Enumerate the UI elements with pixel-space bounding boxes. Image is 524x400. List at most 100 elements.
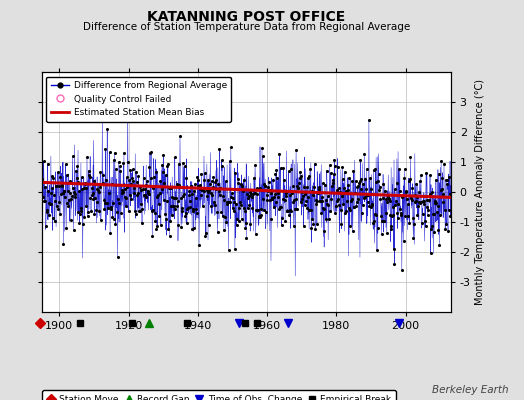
Point <box>92 181 100 188</box>
Point <box>253 185 261 191</box>
Point <box>188 191 196 198</box>
Point <box>443 177 451 183</box>
Point <box>220 197 228 203</box>
Point <box>217 209 225 216</box>
Point <box>244 195 253 202</box>
Point <box>286 206 294 213</box>
Point <box>272 167 281 174</box>
Point <box>433 208 441 215</box>
Point <box>82 184 91 191</box>
Point <box>213 228 222 235</box>
Point <box>254 207 262 213</box>
Point <box>285 168 293 174</box>
Point <box>46 201 54 207</box>
Point <box>137 201 146 207</box>
Point <box>198 187 206 193</box>
Point <box>413 212 422 219</box>
Text: KATANNING POST OFFICE: KATANNING POST OFFICE <box>147 10 345 24</box>
Point <box>261 183 269 189</box>
Point <box>234 180 243 186</box>
Point <box>432 200 441 207</box>
Point <box>231 246 239 252</box>
Point <box>352 178 360 184</box>
Point <box>439 191 447 197</box>
Point <box>68 193 76 199</box>
Point <box>316 198 324 205</box>
Point <box>239 176 248 183</box>
Point <box>77 205 85 212</box>
Point <box>49 215 57 222</box>
Point <box>128 175 136 182</box>
Point <box>288 183 297 189</box>
Point <box>263 196 271 203</box>
Point <box>150 210 159 216</box>
Point <box>254 213 263 219</box>
Point <box>410 221 418 227</box>
Point <box>99 179 107 186</box>
Point <box>141 182 150 188</box>
Point <box>250 175 258 181</box>
Point <box>45 212 53 218</box>
Point <box>344 182 352 189</box>
Point <box>320 228 329 234</box>
Point <box>223 200 231 207</box>
Point <box>124 207 133 214</box>
Point <box>183 220 191 226</box>
Point <box>353 183 362 190</box>
Point <box>48 185 57 192</box>
Point <box>374 178 383 184</box>
Point <box>292 146 300 153</box>
Point <box>70 227 78 234</box>
Point <box>195 182 204 188</box>
Point <box>324 202 333 208</box>
Point <box>185 198 194 204</box>
Point <box>146 150 154 156</box>
Point <box>239 188 247 194</box>
Point <box>403 201 412 208</box>
Point <box>212 177 220 183</box>
Point <box>222 219 231 226</box>
Point <box>229 195 237 201</box>
Point <box>116 163 124 169</box>
Point <box>298 196 307 202</box>
Point <box>118 190 126 196</box>
Point <box>116 168 125 175</box>
Point <box>333 198 341 204</box>
Point <box>272 199 280 205</box>
Point <box>301 202 309 208</box>
Point <box>287 208 296 214</box>
Point <box>423 196 431 203</box>
Point <box>62 172 71 178</box>
Point <box>391 202 400 209</box>
Point <box>182 175 191 181</box>
Point <box>67 196 75 203</box>
Point <box>224 246 233 253</box>
Point <box>98 180 106 187</box>
Point <box>179 160 187 166</box>
Point <box>117 210 125 216</box>
Point <box>391 186 399 193</box>
Point <box>247 194 256 201</box>
Point <box>40 198 48 204</box>
Point <box>152 225 160 232</box>
Point <box>61 161 70 167</box>
Point <box>302 198 310 204</box>
Point <box>422 204 431 210</box>
Point <box>380 218 389 224</box>
Point <box>305 207 313 214</box>
Point <box>110 215 118 222</box>
Point <box>90 178 98 184</box>
Point <box>101 146 110 152</box>
Point <box>79 221 87 228</box>
Point <box>425 191 434 198</box>
Point <box>313 221 321 227</box>
Point <box>270 204 278 210</box>
Point <box>274 194 282 200</box>
Point <box>95 184 104 190</box>
Point <box>257 212 265 218</box>
Point <box>316 210 325 216</box>
Point <box>53 202 61 209</box>
Point <box>389 212 397 218</box>
Point <box>420 201 428 207</box>
Point <box>66 190 74 196</box>
